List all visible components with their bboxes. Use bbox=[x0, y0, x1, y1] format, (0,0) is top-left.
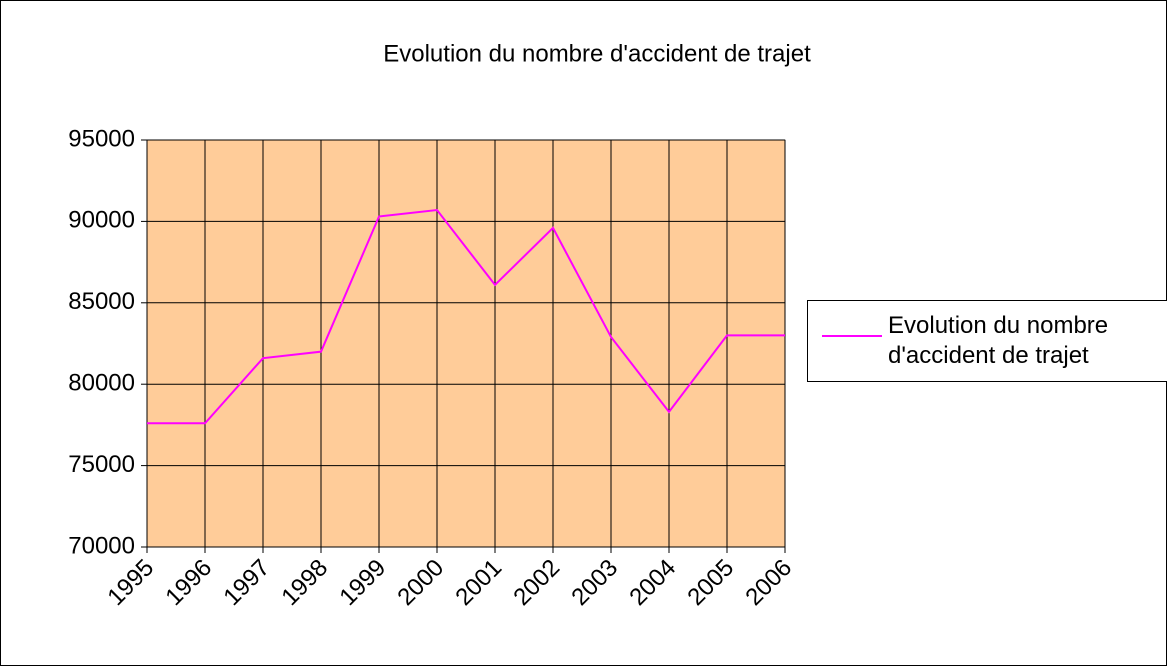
y-tick-label: 95000 bbox=[68, 125, 135, 152]
y-tick-label: 80000 bbox=[68, 370, 135, 397]
y-tick-label: 75000 bbox=[68, 451, 135, 478]
chart-title: Evolution du nombre d'accident de trajet bbox=[383, 40, 811, 67]
legend-label: Evolution du nombre d'accident de trajet bbox=[888, 312, 1109, 369]
series-line bbox=[147, 208, 785, 425]
y-tick-label: 70000 bbox=[68, 532, 135, 559]
legend: Evolution du nombre d'accident de trajet bbox=[807, 300, 1167, 382]
plot-area bbox=[146, 139, 786, 548]
legend-swatch bbox=[822, 335, 882, 337]
y-tick-label: 85000 bbox=[68, 288, 135, 315]
y-tick-label: 90000 bbox=[68, 207, 135, 234]
